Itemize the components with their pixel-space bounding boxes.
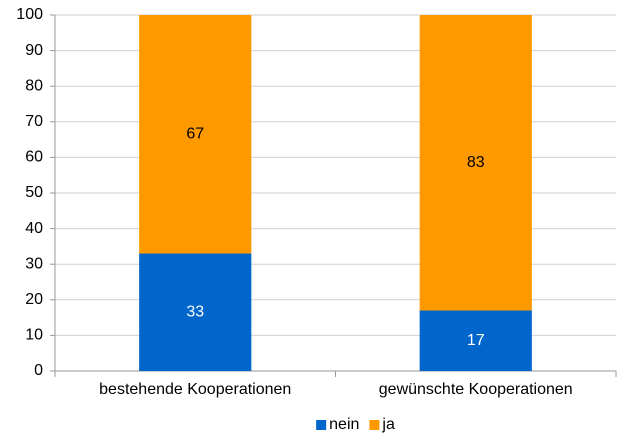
y-tick-label: 50 bbox=[25, 184, 43, 201]
y-tick-label: 30 bbox=[25, 255, 43, 272]
legend-swatch bbox=[316, 420, 327, 430]
legend-swatch bbox=[369, 420, 380, 430]
bar-segment bbox=[419, 15, 532, 311]
y-tick-label: 90 bbox=[25, 42, 43, 59]
y-tick-label: 0 bbox=[34, 362, 43, 379]
y-tick-label: 20 bbox=[25, 291, 43, 308]
y-tick-label: 80 bbox=[25, 77, 43, 94]
y-tick-label: 100 bbox=[16, 6, 43, 23]
y-tick-label: 70 bbox=[25, 113, 43, 130]
x-tick-label: bestehende Kooperationen bbox=[99, 381, 291, 398]
legend-label: nein bbox=[329, 416, 359, 433]
y-tick-label: 40 bbox=[25, 220, 43, 237]
bar-segment bbox=[139, 253, 252, 371]
x-tick-label: gewünschte Kooperationen bbox=[379, 381, 573, 398]
bar-segment bbox=[139, 15, 252, 254]
y-tick-label: 60 bbox=[25, 149, 43, 166]
data-label: 83 bbox=[467, 154, 485, 171]
data-label: 17 bbox=[467, 332, 485, 349]
legend-label: ja bbox=[381, 416, 395, 433]
y-tick-label: 10 bbox=[25, 327, 43, 344]
data-label: 67 bbox=[186, 125, 204, 142]
data-label: 33 bbox=[186, 303, 204, 320]
bar-segment bbox=[419, 310, 532, 371]
